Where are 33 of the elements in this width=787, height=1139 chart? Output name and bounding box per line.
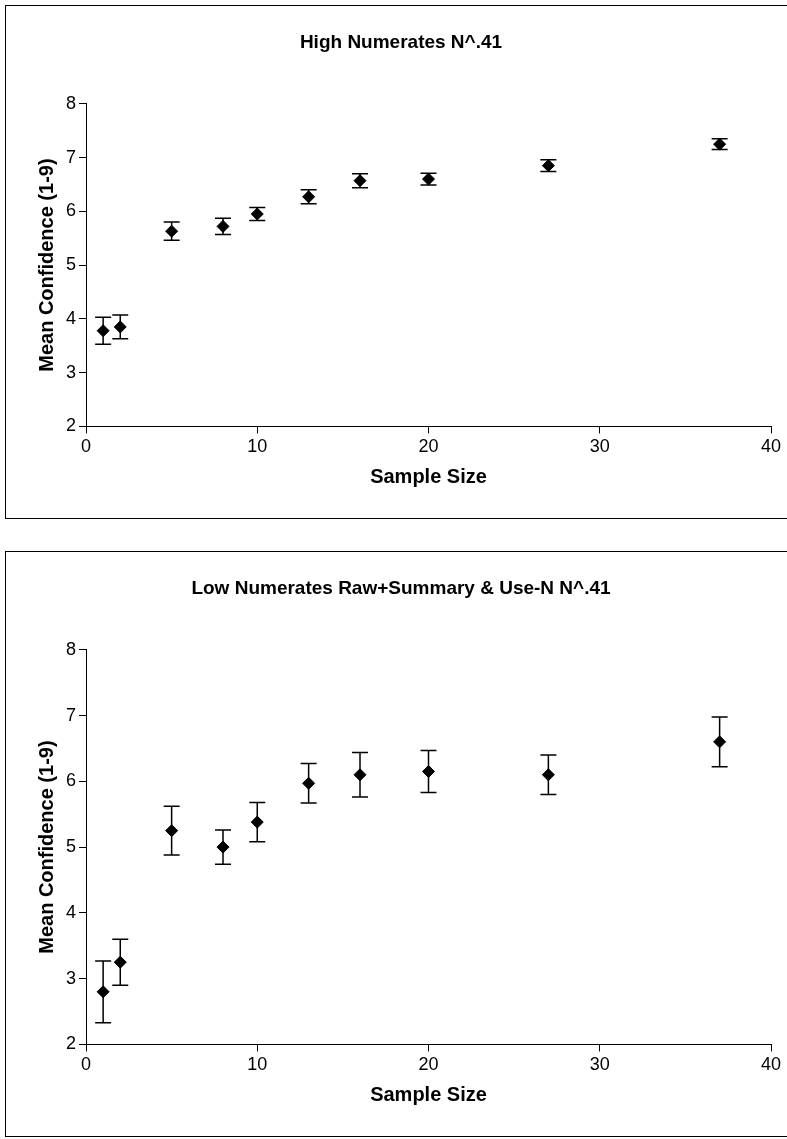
y-tick-label: 7	[66, 146, 77, 167]
y-tick-label: 8	[66, 92, 77, 113]
y-tick-label: 4	[66, 901, 77, 922]
y-tick-label: 5	[66, 254, 77, 275]
x-tick-label: 40	[760, 1054, 782, 1075]
x-tick-label: 10	[247, 1054, 268, 1075]
x-tick-label: 20	[418, 1054, 439, 1075]
y-tick-label: 8	[66, 638, 77, 659]
y-tick-label: 5	[66, 836, 77, 857]
y-axis-title: Mean Confidence (1-9)	[34, 740, 57, 954]
y-axis-title: Mean Confidence (1-9)	[34, 158, 57, 372]
point	[250, 815, 264, 829]
x-tick-label: 30	[589, 1054, 610, 1075]
y-tick-label: 7	[66, 704, 77, 725]
chart-title: High Numerates N^.41	[299, 30, 503, 52]
y-tick-label: 6	[66, 770, 77, 791]
chart-title: Low Numerates Raw+Summary & Use-N N^.41	[191, 576, 612, 598]
y-tick-label: 4	[66, 307, 77, 328]
y-tick-label: 6	[66, 200, 77, 221]
x-tick-label: 0	[81, 436, 92, 457]
y-tick-label: 3	[66, 967, 77, 988]
y-tick-label: 2	[66, 1033, 77, 1054]
point	[541, 768, 555, 782]
x-tick-label: 0	[81, 1054, 92, 1075]
x-axis-title: Sample Size	[370, 464, 487, 487]
y-tick-label: 2	[66, 415, 77, 436]
point	[713, 735, 727, 749]
x-axis-title: Sample Size	[370, 1082, 487, 1105]
x-tick-label: 10	[247, 436, 268, 457]
y-tick-label: 3	[66, 361, 77, 382]
x-tick-label: 30	[589, 436, 610, 457]
x-tick-label: 20	[418, 436, 439, 457]
x-tick-label: 40	[760, 436, 782, 457]
